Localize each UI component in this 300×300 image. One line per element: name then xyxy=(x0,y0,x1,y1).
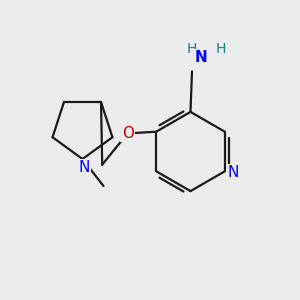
Text: O: O xyxy=(122,126,134,141)
Text: H: H xyxy=(186,43,196,56)
Text: N: N xyxy=(195,50,207,65)
Text: N: N xyxy=(227,165,239,180)
Text: H: H xyxy=(216,43,226,56)
Text: N: N xyxy=(78,160,90,175)
